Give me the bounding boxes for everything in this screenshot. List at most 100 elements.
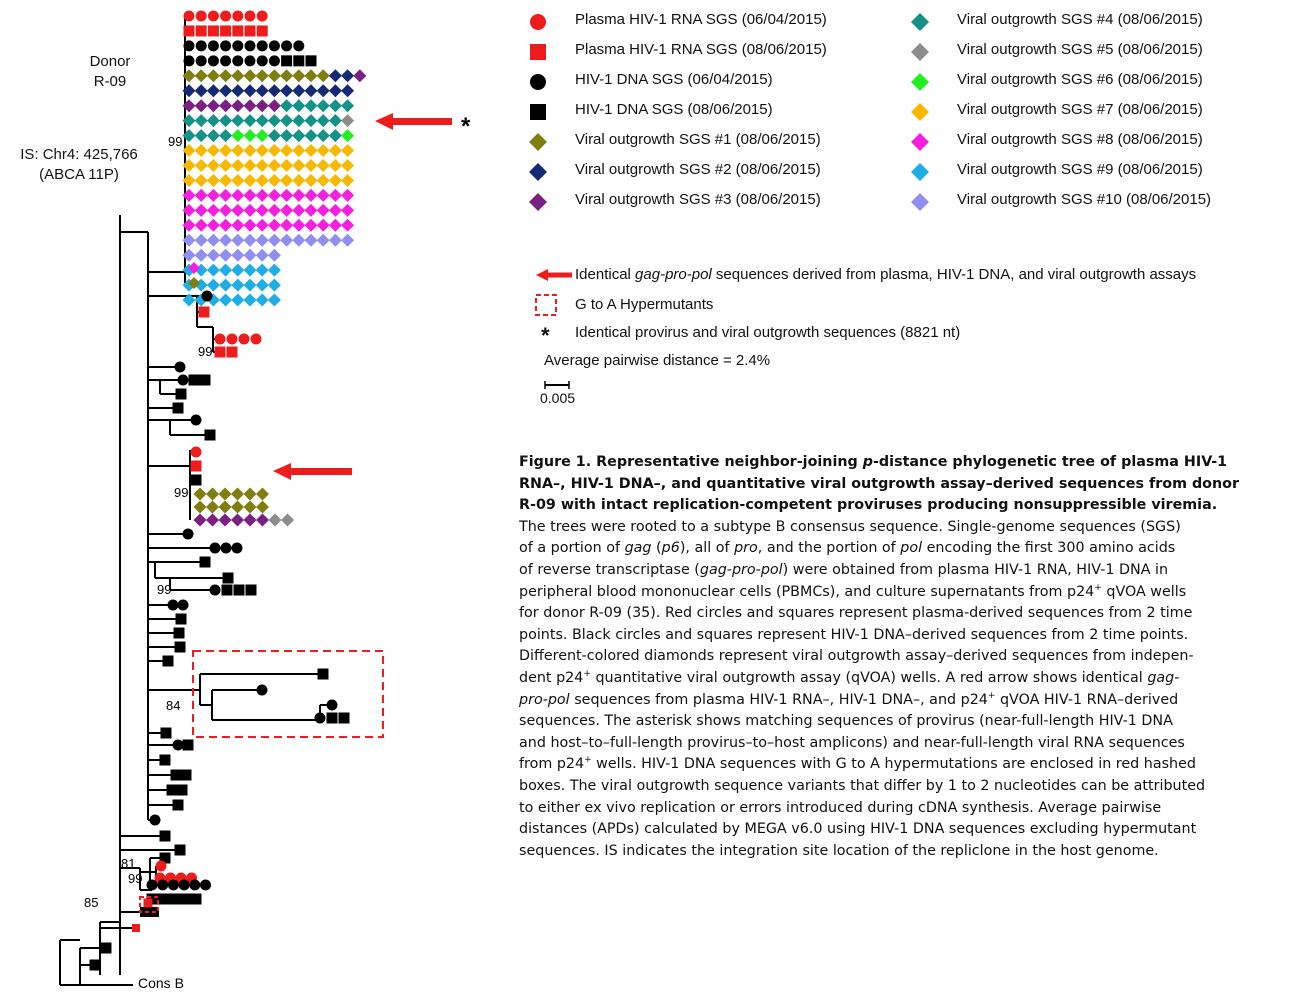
sequence-marker <box>182 173 196 187</box>
sequence-marker <box>219 159 233 172</box>
sequence-marker <box>280 218 294 232</box>
sequence-marker <box>206 129 220 143</box>
sequence-marker <box>243 248 257 262</box>
sequence-marker <box>209 584 221 596</box>
sequence-marker <box>172 799 184 811</box>
sequence-marker <box>231 129 245 143</box>
sequence-marker <box>316 218 330 232</box>
sequence-marker <box>231 487 244 501</box>
sequence-marker <box>231 500 244 514</box>
sequence-marker <box>220 542 232 554</box>
sequence-marker <box>218 500 232 514</box>
sequence-marker <box>175 388 187 400</box>
sequence-marker <box>198 306 210 318</box>
sequence-marker <box>304 218 318 232</box>
sequence-marker <box>174 844 186 856</box>
sequence-marker <box>243 293 257 307</box>
sequence-marker <box>167 879 179 891</box>
sequence-marker <box>189 879 201 891</box>
sequence-marker <box>199 556 211 568</box>
sequence-marker <box>267 263 281 277</box>
sequence-marker <box>328 233 342 247</box>
sequence-marker <box>316 203 330 217</box>
sequence-marker <box>182 233 196 247</box>
figure-caption: Figure 1. Representative neighbor-joinin… <box>519 454 1240 859</box>
sequence-marker <box>328 129 342 143</box>
sequence-marker <box>238 333 250 345</box>
sequence-marker <box>183 55 195 67</box>
legend-item-label: Viral outgrowth SGS #7 (08/06/2015) <box>957 101 1203 118</box>
sequence-marker <box>267 278 281 292</box>
sequence-marker <box>174 641 186 653</box>
sequence-marker <box>255 129 269 143</box>
sequence-marker <box>209 542 221 554</box>
diamond-icon <box>528 132 548 152</box>
sequence-marker <box>219 218 233 232</box>
sequence-marker <box>304 173 318 187</box>
sequence-marker <box>182 159 196 172</box>
sequence-marker <box>206 188 220 202</box>
sequence-marker <box>188 277 200 289</box>
sequence-marker <box>267 114 281 128</box>
sequence-marker <box>341 99 355 113</box>
sequence-marker <box>194 159 208 172</box>
sequence-marker <box>338 712 350 724</box>
scale-label: 0.005 <box>540 390 576 406</box>
sequence-marker <box>132 924 140 932</box>
sequence-marker <box>255 188 269 202</box>
sequence-marker <box>255 159 269 172</box>
sequence-marker <box>328 99 342 113</box>
average-pairwise-distance: Average pairwise distance = 2.4% <box>544 352 771 369</box>
sequence-marker <box>194 248 208 262</box>
sequence-marker <box>267 159 281 172</box>
sequence-marker <box>220 10 232 22</box>
sequence-marker <box>170 769 182 781</box>
sequence-marker <box>255 69 269 83</box>
legend-item-label: HIV-1 DNA SGS (06/04/2015) <box>575 71 773 88</box>
sequence-marker <box>231 203 245 217</box>
sequence-marker <box>244 40 256 52</box>
sequence-marker <box>280 188 294 202</box>
sequence-marker <box>256 55 268 67</box>
sequence-marker <box>207 55 219 67</box>
sequence-marker <box>193 500 207 514</box>
sequence-marker <box>182 99 196 113</box>
sequence-marker <box>207 40 219 52</box>
sequence-marker <box>292 129 306 143</box>
sequence-marker <box>267 248 281 262</box>
sequence-marker <box>244 55 256 67</box>
legend-item-label: Viral outgrowth SGS #6 (08/06/2015) <box>957 71 1203 88</box>
sequence-marker <box>206 248 220 262</box>
sequence-marker <box>243 129 257 143</box>
sequence-marker <box>177 374 189 386</box>
sequence-marker <box>146 879 158 891</box>
sequence-marker <box>219 84 233 98</box>
sequence-marker <box>304 203 318 217</box>
bootstrap-value: 99 <box>174 485 188 500</box>
sequence-marker <box>195 25 207 37</box>
sequence-marker <box>219 99 233 113</box>
sequence-marker <box>255 144 269 158</box>
sequence-marker <box>268 40 280 52</box>
sequence-marker <box>219 114 233 128</box>
sequence-marker <box>231 173 245 187</box>
sequence-marker <box>280 129 294 143</box>
sequence-marker <box>243 263 257 277</box>
sequence-marker <box>149 814 161 826</box>
diamond-icon <box>910 132 930 152</box>
sequence-marker <box>190 474 202 486</box>
sequence-marker <box>244 10 256 22</box>
sequence-marker <box>316 84 330 98</box>
sequence-marker <box>316 188 330 202</box>
sequence-marker <box>157 879 169 891</box>
sequence-marker <box>166 784 178 796</box>
sequence-marker <box>206 99 220 113</box>
sequence-marker <box>267 188 281 202</box>
sequence-marker <box>231 278 245 292</box>
sequence-marker <box>341 233 355 247</box>
scale-bar-line <box>544 381 570 389</box>
sequence-marker <box>214 346 226 358</box>
sequence-marker <box>281 40 293 52</box>
diamond-icon <box>910 72 930 92</box>
sequence-marker <box>188 374 200 386</box>
